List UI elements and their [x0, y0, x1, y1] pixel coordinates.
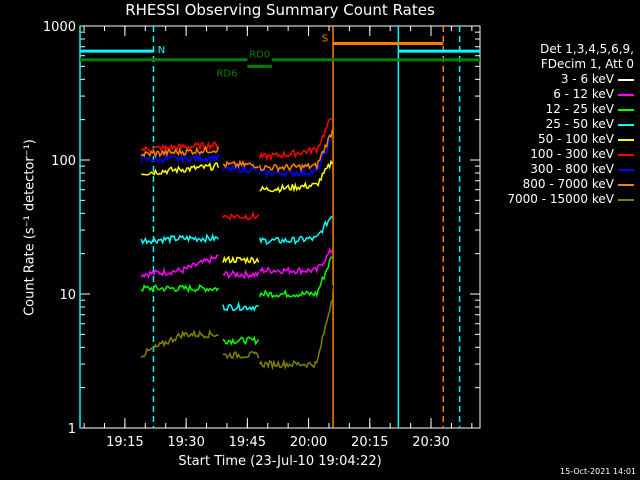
series-line	[258, 256, 333, 299]
legend-entry: 25 - 50 keV	[507, 117, 634, 132]
y-axis-label: Count Rate (s⁻¹ detector⁻¹)	[22, 139, 38, 316]
legend-entry: 800 - 7000 keV	[507, 177, 634, 192]
legend-label: 12 - 25 keV	[545, 102, 614, 116]
legend-entry: 7000 - 15000 keV	[507, 192, 634, 207]
legend-label: 25 - 50 keV	[545, 117, 614, 131]
y-tick-label: 1000	[43, 20, 76, 35]
x-tick-label: 19:45	[229, 435, 266, 450]
legend-swatch	[618, 198, 634, 201]
legend-label: 6 - 12 keV	[553, 87, 614, 101]
y-tick-label: 100	[51, 154, 76, 169]
series-line	[140, 145, 220, 159]
legend-label: 50 - 100 keV	[537, 132, 614, 146]
series-line	[222, 350, 260, 360]
x-tick-label: 19:15	[106, 435, 143, 450]
x-tick-label: 20:15	[351, 435, 388, 450]
legend-swatch	[618, 168, 634, 171]
series-line	[140, 328, 219, 359]
legend-label: 800 - 7000 keV	[522, 177, 614, 191]
series-line	[222, 159, 259, 169]
series-line	[258, 299, 334, 371]
legend: Det 1,3,4,5,6,9, FDecim 1, Att 0 3 - 6 k…	[507, 42, 634, 207]
legend-header-line1: Det 1,3,4,5,6,9,	[540, 42, 634, 56]
x-tick-label: 19:30	[167, 435, 204, 450]
footer-timestamp: 15-Oct-2021 14:01	[560, 467, 636, 476]
flag-label: N	[158, 45, 165, 56]
series-line	[258, 129, 334, 173]
chart-title: RHESSI Observing Summary Count Rates	[125, 1, 435, 19]
legend-swatch	[618, 123, 634, 126]
series-line	[258, 215, 333, 246]
x-axis-label: Start Time (23-Jul-10 19:04:22)	[178, 454, 382, 469]
legend-swatch	[618, 138, 634, 141]
series-line	[140, 283, 220, 294]
legend-entry: 50 - 100 keV	[507, 132, 634, 147]
series-line	[140, 254, 219, 279]
series-line	[259, 285, 334, 361]
legend-swatch	[618, 183, 634, 186]
series-line	[222, 300, 259, 313]
series-line	[259, 159, 334, 194]
legend-entry: 6 - 12 keV	[507, 87, 634, 102]
legend-label: 100 - 300 keV	[530, 147, 614, 161]
legend-swatch	[618, 78, 634, 81]
y-tick-label: 10	[59, 288, 76, 303]
legend-swatch	[618, 153, 634, 156]
series-line	[140, 162, 220, 176]
x-tick-label: 20:00	[290, 435, 327, 450]
flag-label: RD0	[249, 50, 270, 61]
legend-swatch	[618, 93, 634, 96]
series-line	[140, 152, 220, 165]
series-line	[140, 232, 219, 245]
series-line	[222, 335, 260, 346]
series-line	[258, 117, 333, 162]
legend-swatch	[618, 108, 634, 111]
legend-entry: 300 - 800 keV	[507, 162, 634, 177]
series-line	[222, 255, 260, 265]
legend-label: 3 - 6 keV	[560, 72, 614, 86]
y-tick-label: 1	[68, 422, 76, 437]
series-line	[222, 269, 260, 280]
series-line	[258, 138, 333, 179]
series-line	[222, 314, 259, 323]
series-line	[140, 303, 220, 405]
x-tick-label: 20:30	[412, 435, 449, 450]
legend-label: 7000 - 15000 keV	[507, 192, 614, 206]
series-line	[259, 247, 334, 276]
legend-entry: 100 - 300 keV	[507, 147, 634, 162]
series-line	[222, 163, 259, 174]
legend-entry: 12 - 25 keV	[507, 102, 634, 117]
legend-label: 300 - 800 keV	[530, 162, 614, 176]
legend-header-line2: FDecim 1, Att 0	[540, 57, 634, 71]
flag-label: RD6	[216, 68, 237, 79]
legend-entry: 3 - 6 keV	[507, 72, 634, 87]
flag-label: S	[322, 34, 328, 45]
series-line	[222, 211, 260, 221]
